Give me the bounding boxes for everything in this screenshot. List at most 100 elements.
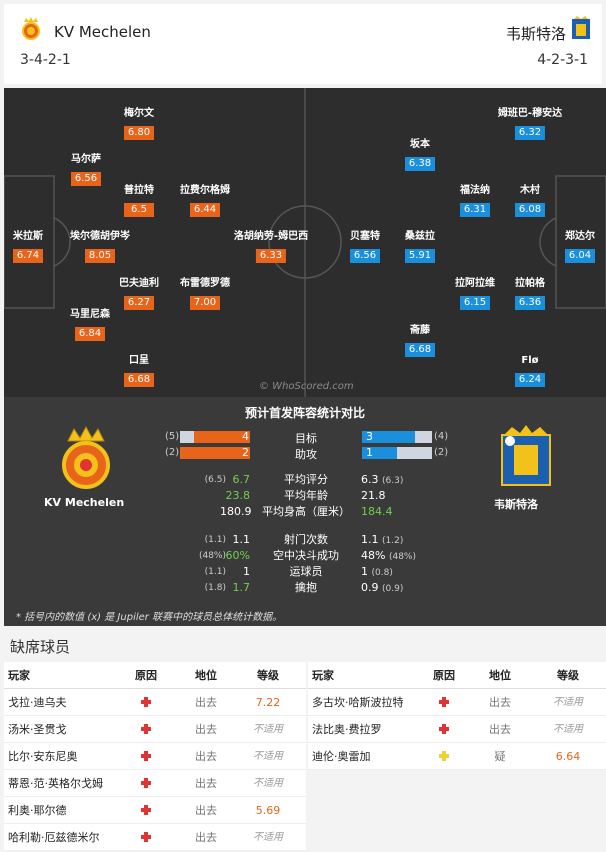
away-player-5[interactable]: 福法纳 6.31 bbox=[460, 184, 490, 217]
home-formation: 3-4-2-1 bbox=[20, 52, 71, 68]
header-status[interactable]: 地位 bbox=[195, 669, 217, 682]
player-rating: 6.44 bbox=[190, 203, 220, 217]
bar-away-fill bbox=[362, 447, 397, 459]
away-player-6[interactable]: 拉阿拉维 6.15 bbox=[455, 277, 495, 310]
table-row: 迪伦·奥雷加 疑 6.64 bbox=[308, 743, 606, 770]
away-player-0[interactable]: 郑达尔 6.04 bbox=[565, 230, 595, 263]
player-name: Flø bbox=[521, 355, 539, 366]
player-name[interactable]: 蒂恩·范·英格尔戈姆 bbox=[8, 777, 103, 790]
player-name[interactable]: 利奥·耶尔德 bbox=[8, 804, 67, 817]
status: 出去 bbox=[195, 696, 217, 709]
home-value: 6.7 bbox=[232, 473, 251, 486]
table-row: 比尔·安东尼奥 出去 不适用 bbox=[4, 743, 306, 770]
reason-cell bbox=[426, 716, 462, 743]
player-name: 坂本 bbox=[410, 139, 430, 150]
away-value-group: 6.3 (6.3) bbox=[361, 472, 403, 489]
player-name[interactable]: 戈拉·迪乌夫 bbox=[8, 696, 67, 709]
player-rating: 6.33 bbox=[256, 249, 286, 263]
home-player-6[interactable]: 巴夫迪利 6.27 bbox=[119, 277, 159, 310]
away-player-3[interactable]: 拉帕格 6.36 bbox=[515, 277, 545, 310]
stats-title: 预计首发阵容统计对比 bbox=[244, 406, 365, 420]
lineup-pitch: 米拉斯 6.74 马尔萨 6.56 埃尔德胡伊岑 8.05 马里尼森 6.84 … bbox=[4, 88, 606, 397]
bar-home-value: 4 bbox=[242, 430, 249, 443]
stat-row-avg-height: 180.9 平均身高（厘米） 184.4 bbox=[4, 504, 606, 520]
home-player-3[interactable]: 马里尼森 6.84 bbox=[70, 308, 110, 341]
table-row: 哈利勒·厄兹德米尔 出去 不适用 bbox=[4, 824, 306, 851]
table-row: 法比奥·费拉罗 出去 不适用 bbox=[308, 716, 606, 743]
header-rating[interactable]: 等级 bbox=[557, 669, 579, 682]
header-player[interactable]: 玩家 bbox=[8, 669, 30, 682]
rating: 5.69 bbox=[255, 804, 281, 817]
player-name: 木村 bbox=[520, 185, 540, 196]
home-value: 23.8 bbox=[225, 489, 251, 502]
stat-row-avg-rating: (6.5) 6.7 平均评分 6.3 (6.3) bbox=[4, 472, 606, 488]
player-name: 姆班巴-穆安达 bbox=[497, 108, 563, 119]
home-value: 1.7 bbox=[232, 581, 251, 594]
away-value: 48% bbox=[361, 549, 386, 562]
home-player-1[interactable]: 马尔萨 6.56 bbox=[71, 153, 101, 186]
away-player-2[interactable]: 木村 6.08 bbox=[515, 184, 545, 217]
player-name[interactable]: 多古坎·哈斯波拉特 bbox=[312, 696, 404, 709]
away-value: 6.3 bbox=[361, 473, 379, 486]
home-value: 60% bbox=[225, 549, 250, 562]
status: 出去 bbox=[195, 723, 217, 736]
header-reason[interactable]: 原因 bbox=[433, 669, 455, 682]
home-par: (48%) bbox=[198, 551, 226, 561]
stat-label: 空中决斗成功 bbox=[273, 549, 339, 562]
away-team-label: 韦斯特洛 bbox=[494, 498, 538, 511]
home-player-7[interactable]: 口呈 6.68 bbox=[124, 354, 154, 387]
player-name: 斋藤 bbox=[410, 325, 430, 336]
away-player-1[interactable]: 姆班巴-穆安达 6.32 bbox=[498, 107, 562, 140]
stat-label: 平均身高（厘米） bbox=[262, 505, 350, 518]
away-player-7[interactable]: 坂本 6.38 bbox=[405, 138, 435, 171]
away-value-group: 21.8 bbox=[361, 488, 386, 505]
player-name: 马里尼森 bbox=[70, 309, 110, 320]
home-player-5[interactable]: 普拉特 6.5 bbox=[124, 184, 154, 217]
pitch-lines bbox=[4, 88, 606, 397]
player-name: 梅尔文 bbox=[124, 108, 154, 119]
away-player-8[interactable]: 桑兹拉 5.91 bbox=[405, 230, 435, 263]
rating: 6.64 bbox=[555, 750, 581, 763]
table-row: 利奥·耶尔德 出去 5.69 bbox=[4, 797, 306, 824]
away-player-9[interactable]: 斋藤 6.68 bbox=[405, 324, 435, 357]
home-team-name[interactable]: KV Mechelen bbox=[54, 23, 151, 41]
player-name: 郑达尔 bbox=[565, 231, 595, 242]
home-team-label: KV Mechelen bbox=[44, 496, 125, 509]
header-status[interactable]: 地位 bbox=[489, 669, 511, 682]
away-value: 1 bbox=[361, 565, 368, 578]
away-formation: 4-2-3-1 bbox=[537, 52, 588, 68]
player-name[interactable]: 哈利勒·厄兹德米尔 bbox=[8, 831, 100, 844]
status: 出去 bbox=[489, 723, 511, 736]
header-player[interactable]: 玩家 bbox=[312, 669, 334, 682]
stat-label: 射门次数 bbox=[284, 533, 328, 546]
stat-label: 平均评分 bbox=[284, 473, 328, 486]
injury-icon bbox=[141, 778, 151, 788]
away-team-name[interactable]: 韦斯特洛 bbox=[505, 25, 566, 43]
home-player-0[interactable]: 米拉斯 6.74 bbox=[13, 230, 43, 263]
home-player-8[interactable]: 拉费尔格姆 6.44 bbox=[180, 184, 230, 217]
header-reason[interactable]: 原因 bbox=[135, 669, 157, 682]
stat-row-shots: (1.1) 1.1 射门次数 1.1 (1.2) bbox=[4, 532, 606, 548]
header-rating[interactable]: 等级 bbox=[257, 669, 279, 682]
home-player-2[interactable]: 埃尔德胡伊岑 8.05 bbox=[70, 230, 130, 263]
player-name: 埃尔德胡伊岑 bbox=[70, 231, 130, 242]
player-name[interactable]: 法比奥·费拉罗 bbox=[312, 723, 382, 736]
missing-players-title: 缺席球员 bbox=[10, 638, 71, 656]
away-player-4[interactable]: Flø 6.24 bbox=[515, 354, 545, 387]
player-name: 巴夫迪利 bbox=[119, 278, 159, 289]
away-par: (48%) bbox=[388, 552, 416, 562]
player-name[interactable]: 比尔·安东尼奥 bbox=[8, 750, 78, 763]
player-name: 拉帕格 bbox=[515, 278, 545, 289]
away-player-10[interactable]: 贝塞特 6.56 bbox=[350, 230, 380, 263]
westerlo-crest-icon bbox=[572, 16, 590, 39]
home-par: (1.8) bbox=[204, 583, 226, 593]
reason-cell bbox=[128, 743, 164, 770]
player-name: 拉阿拉维 bbox=[455, 278, 495, 289]
player-name[interactable]: 汤米·圣贯戈 bbox=[8, 723, 67, 736]
home-player-10[interactable]: 洛胡纳劳-姆巴西 6.33 bbox=[234, 230, 308, 263]
home-player-9[interactable]: 布雷德罗德 7.00 bbox=[180, 277, 230, 310]
player-name[interactable]: 迪伦·奥雷加 bbox=[312, 750, 371, 763]
reason-cell bbox=[426, 689, 462, 716]
home-player-4[interactable]: 梅尔文 6.80 bbox=[124, 107, 154, 140]
reason-cell bbox=[128, 770, 164, 797]
